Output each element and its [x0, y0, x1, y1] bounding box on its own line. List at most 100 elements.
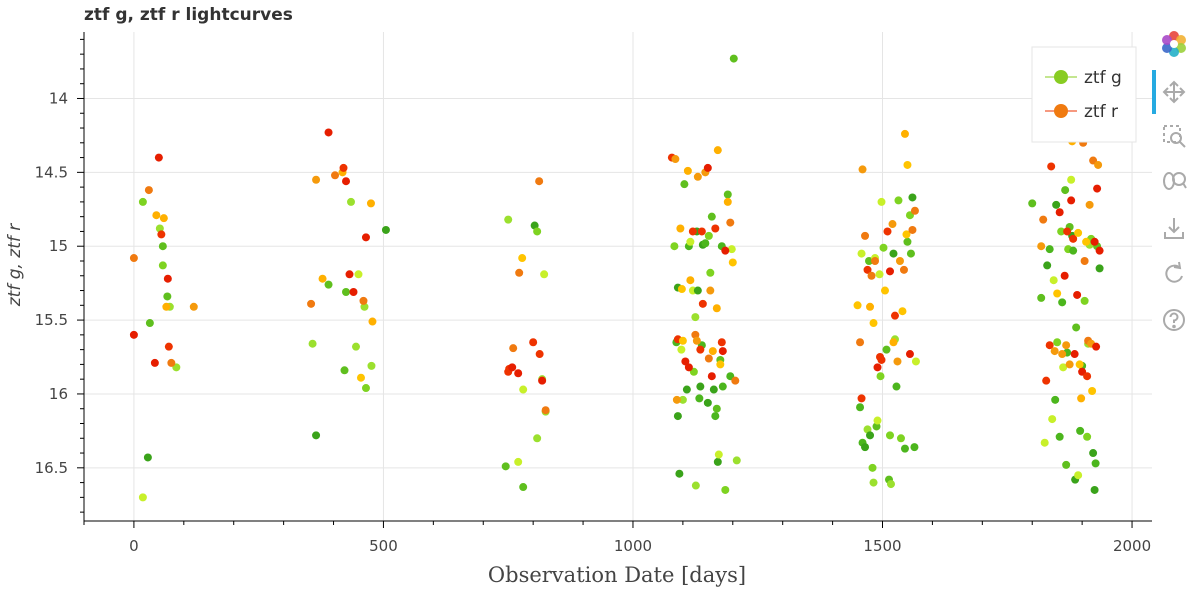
data-point-ztf-g	[900, 444, 909, 453]
pan-icon[interactable]	[1160, 78, 1188, 106]
data-point-ztf-r	[514, 369, 523, 378]
y-tick-label: 16.5	[35, 459, 68, 477]
data-point-ztf-r	[889, 338, 898, 347]
data-point-ztf-r	[1062, 341, 1071, 350]
data-point-ztf-r	[898, 307, 907, 316]
data-point-ztf-g	[670, 242, 679, 251]
data-point-ztf-g	[1074, 471, 1083, 480]
legend[interactable]: ztf g ztf r	[1031, 46, 1137, 143]
data-point-ztf-g	[696, 382, 705, 391]
data-point-ztf-r	[1082, 237, 1091, 246]
data-point-ztf-g	[678, 395, 687, 404]
axes: 0 500 1000 1500 2000 14 14.5 15 15.5 16 16.5	[35, 32, 1152, 555]
data-point-ztf-r	[1095, 246, 1104, 255]
data-point-ztf-g	[695, 394, 704, 403]
data-point-ztf-g	[1045, 245, 1054, 254]
data-point-ztf-r	[1047, 162, 1056, 171]
data-point-ztf-r	[857, 394, 866, 403]
data-point-ztf-g	[381, 225, 390, 234]
data-point-ztf-g	[1058, 298, 1067, 307]
reset-icon[interactable]	[1160, 260, 1188, 288]
data-point-ztf-g	[145, 319, 154, 328]
data-point-ztf-g	[706, 268, 715, 277]
data-point-ztf-r	[869, 319, 878, 328]
data-point-ztf-r	[1073, 290, 1082, 299]
data-point-ztf-r	[696, 345, 705, 354]
data-point-ztf-r	[1058, 350, 1067, 359]
data-point-ztf-g	[519, 385, 528, 394]
x-tick-label: 0	[129, 537, 139, 555]
data-point-ztf-g	[673, 412, 682, 421]
data-point-ztf-r	[681, 357, 690, 366]
data-point-ztf-g	[873, 416, 882, 425]
data-point-ztf-g	[533, 434, 542, 443]
y-tick-label: 16	[49, 385, 68, 403]
data-point-ztf-g	[308, 339, 317, 348]
data-point-ztf-g	[906, 249, 915, 258]
x-axis-label: Observation Date [days]	[488, 563, 746, 587]
chart-title: ztf g, ztf r lightcurves	[84, 5, 293, 25]
data-point-ztf-r	[881, 286, 889, 295]
data-point-ztf-r	[508, 363, 517, 372]
data-point-ztf-r	[716, 360, 725, 369]
data-point-ztf-r	[684, 363, 693, 372]
data-point-ztf-r	[1094, 160, 1103, 169]
data-point-ztf-g	[1067, 175, 1076, 184]
data-point-ztf-r	[538, 376, 547, 385]
data-point-ztf-r	[861, 231, 870, 240]
data-point-ztf-r	[515, 268, 524, 277]
legend-label-ztf-g[interactable]: ztf g	[1084, 68, 1122, 88]
data-point-ztf-r	[890, 311, 899, 320]
data-point-ztf-g	[1040, 438, 1049, 447]
data-point-ztf-r	[1074, 228, 1083, 237]
data-point-ztf-g	[903, 237, 912, 246]
data-point-ztf-r	[903, 160, 912, 169]
save-icon[interactable]	[1160, 214, 1188, 242]
data-point-ztf-g	[886, 480, 895, 489]
data-point-ztf-g	[1049, 276, 1058, 285]
data-point-ztf-g	[540, 270, 549, 279]
data-point-ztf-r	[671, 155, 680, 164]
data-point-ztf-g	[704, 231, 713, 240]
data-point-ztf-r	[359, 296, 368, 305]
data-point-ztf-g	[1052, 200, 1061, 209]
x-tick-label: 500	[369, 537, 398, 555]
data-point-ztf-g	[869, 478, 878, 487]
data-point-ztf-g	[882, 345, 891, 354]
data-point-ztf-r	[717, 338, 726, 347]
legend-label-ztf-r[interactable]: ztf r	[1084, 102, 1118, 122]
data-point-ztf-g	[709, 385, 718, 394]
help-icon[interactable]	[1160, 306, 1188, 334]
data-point-ztf-r	[368, 317, 377, 326]
data-point-ztf-r	[712, 304, 721, 313]
data-point-ztf-g	[732, 456, 741, 465]
data-point-ztf-r	[361, 233, 370, 242]
box-zoom-icon[interactable]	[1160, 122, 1188, 150]
data-point-ztf-r	[331, 171, 340, 180]
data-point-ztf-r	[905, 350, 914, 359]
data-point-ztf-g	[158, 261, 167, 270]
data-point-ztf-g	[1062, 460, 1071, 469]
wheel-zoom-icon[interactable]	[1160, 166, 1188, 194]
data-point-ztf-g	[723, 190, 732, 199]
data-point-ztf-r	[1067, 196, 1076, 205]
data-point-ztf-g	[1037, 293, 1046, 302]
data-point-ztf-g	[876, 372, 885, 381]
data-point-ztf-r	[871, 256, 880, 265]
data-point-ztf-g	[367, 361, 376, 370]
data-point-ztf-r	[723, 197, 732, 206]
data-point-ztf-r	[885, 267, 894, 276]
data-point-ztf-g	[360, 302, 369, 311]
data-point-ztf-r	[342, 177, 351, 186]
y-tick-label: 15	[49, 237, 68, 255]
data-point-ztf-r	[1080, 256, 1089, 265]
data-point-ztf-r	[1085, 200, 1094, 209]
bokeh-logo-icon[interactable]	[1160, 30, 1188, 58]
data-point-ztf-g	[514, 457, 523, 466]
data-point-ztf-g	[1080, 296, 1089, 305]
data-point-ztf-r	[1065, 360, 1074, 369]
data-point-ztf-r	[866, 302, 875, 311]
data-point-ztf-r	[677, 285, 686, 294]
data-point-ztf-r	[711, 224, 720, 233]
